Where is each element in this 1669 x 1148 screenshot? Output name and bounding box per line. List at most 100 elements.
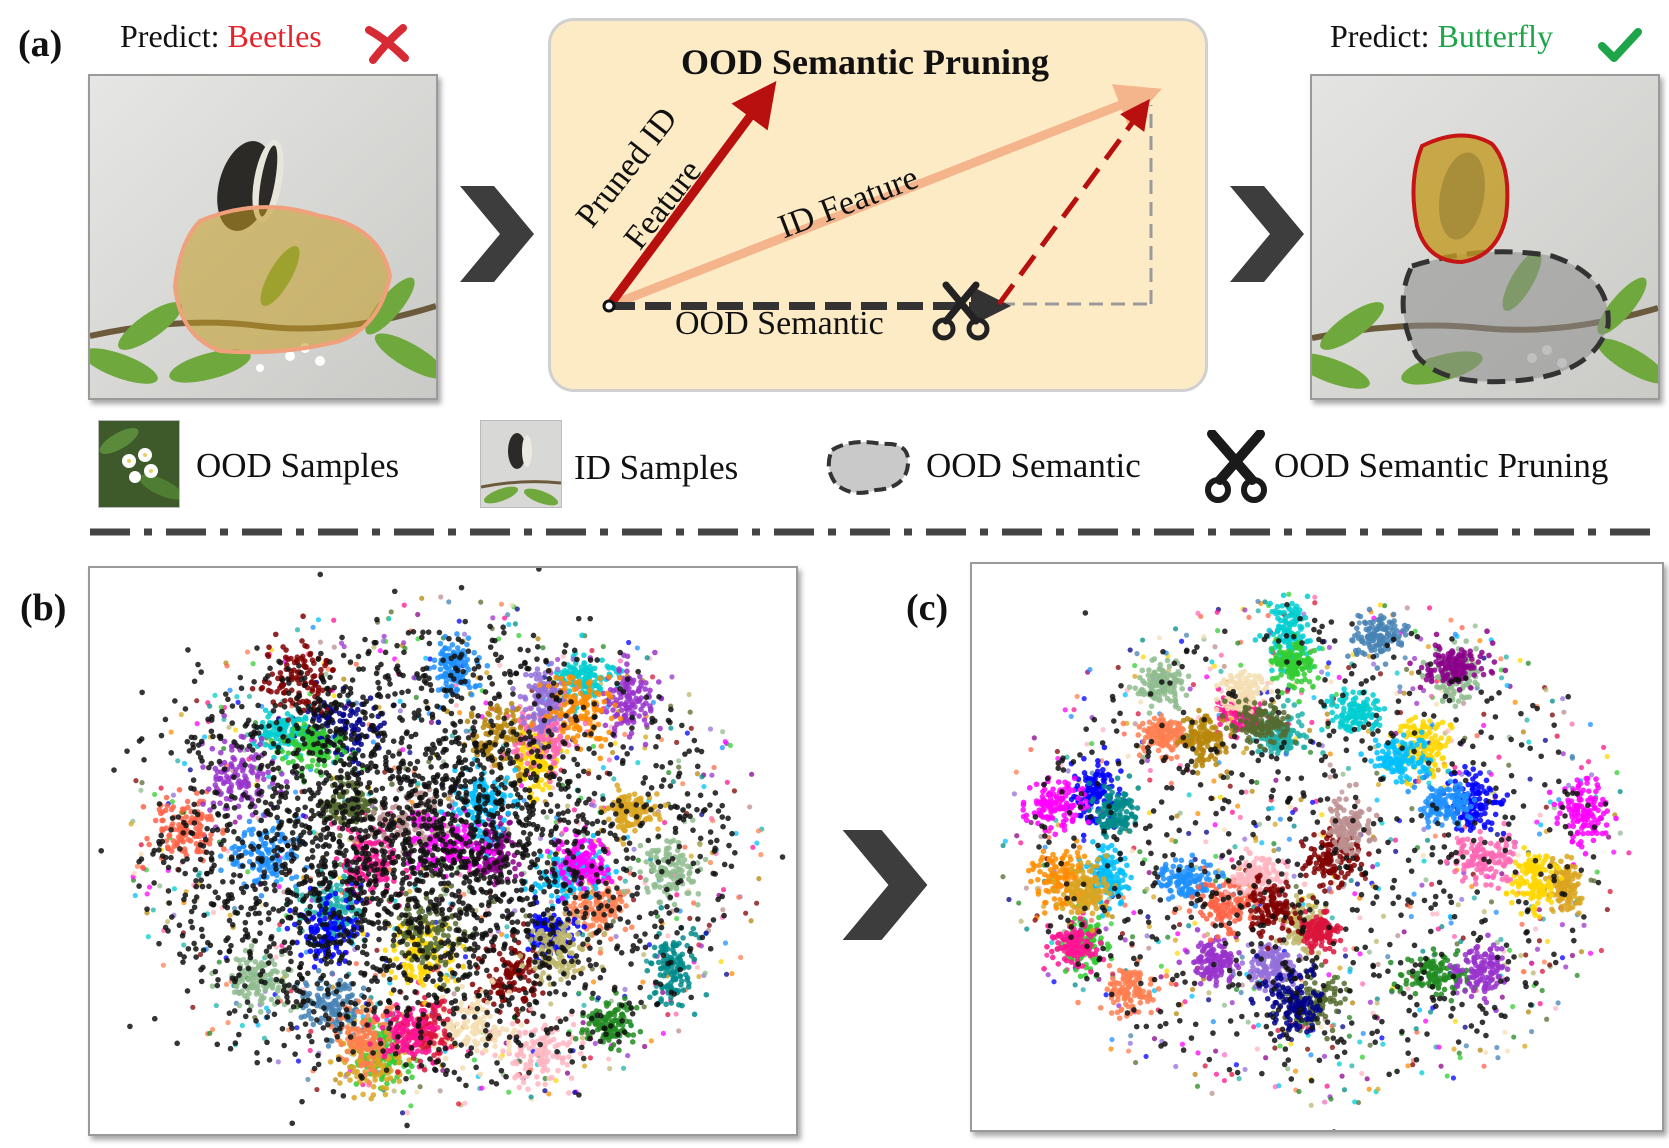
scatter-point xyxy=(563,826,569,833)
scatter-point xyxy=(276,884,282,890)
scatter-point xyxy=(609,900,616,907)
scatter-point xyxy=(586,900,593,907)
scatter-point xyxy=(341,981,348,988)
scatter-point xyxy=(371,644,377,650)
scatter-point xyxy=(564,1042,571,1048)
scatter-point xyxy=(599,917,605,924)
scatter-point xyxy=(393,956,400,962)
scatter-point xyxy=(575,931,581,937)
scatter-point xyxy=(170,792,177,798)
scatter-point xyxy=(396,1078,403,1085)
scatter-point xyxy=(552,961,559,968)
scatter-point xyxy=(548,1001,554,1007)
ood-sample-thumbnail xyxy=(98,420,180,508)
scatter-point xyxy=(624,704,630,710)
scatter-point xyxy=(622,926,629,933)
scatter-point xyxy=(531,783,537,790)
scatter-point xyxy=(548,660,555,667)
scatter-point xyxy=(248,943,255,949)
scatter-point xyxy=(517,693,524,700)
scatter-point xyxy=(455,1028,461,1035)
scatter-point xyxy=(754,840,760,846)
scatter-point xyxy=(251,878,258,884)
scatter-point xyxy=(662,819,668,826)
scatter-point xyxy=(262,707,269,714)
scatter-point xyxy=(658,996,664,1002)
scatter-point xyxy=(483,1047,489,1054)
scatter-point xyxy=(629,1039,636,1045)
scatter-point xyxy=(593,1021,600,1027)
scatter-point xyxy=(170,804,177,810)
scatter-point xyxy=(597,735,604,742)
scatter-point xyxy=(561,680,567,687)
scatter-point xyxy=(294,627,301,633)
scatter-point xyxy=(496,982,503,989)
scatter-point xyxy=(673,1011,679,1017)
scatter-point xyxy=(144,835,150,842)
scatter-point xyxy=(642,741,649,748)
scatter-point xyxy=(564,749,570,755)
scatter-point xyxy=(158,785,164,791)
scatter-point xyxy=(673,942,680,949)
scatter-point xyxy=(602,736,609,743)
cross-icon xyxy=(365,24,409,64)
scatter-point xyxy=(504,734,511,741)
scatter-point xyxy=(499,956,506,963)
scatter-point xyxy=(517,953,524,959)
scatter-point xyxy=(258,1000,265,1007)
scatter-point xyxy=(405,1068,412,1075)
scatter-point xyxy=(492,1025,499,1032)
scatter-point xyxy=(236,957,243,964)
legend-label-ood-semantic-pruning: OOD Semantic Pruning xyxy=(1274,446,1609,485)
scatter-point xyxy=(566,679,573,686)
scatter-point xyxy=(720,729,726,735)
scatter-point xyxy=(634,645,640,651)
scatter-point xyxy=(504,933,510,939)
scatter-point xyxy=(633,1004,640,1011)
scatter-point xyxy=(587,673,593,679)
scatter-point xyxy=(304,982,310,989)
scatter-point xyxy=(460,964,467,970)
scatter-point xyxy=(571,807,578,813)
scatter-point xyxy=(676,1028,682,1034)
scatter-point xyxy=(359,1042,365,1049)
scatter-point xyxy=(423,655,429,661)
scatter-point xyxy=(602,722,609,729)
scatter-point xyxy=(231,843,238,850)
scatter-point xyxy=(409,1074,415,1081)
scatter-point xyxy=(608,936,614,942)
scatter-point xyxy=(492,1043,498,1050)
right-prediction-prefix: Predict: xyxy=(1330,18,1430,54)
scatter-point xyxy=(459,1065,466,1071)
scatter-point xyxy=(699,774,705,780)
scatter-point xyxy=(619,707,625,713)
scatter-point xyxy=(528,722,535,729)
scatter-point xyxy=(181,942,187,948)
scatter-point xyxy=(574,733,581,739)
scatter-point xyxy=(166,833,172,839)
scatter-point xyxy=(626,1018,633,1025)
scatter-point xyxy=(678,872,685,879)
scatter-point xyxy=(542,781,549,788)
scatter-point xyxy=(483,730,489,737)
scatter-point xyxy=(601,930,608,937)
scatter-point xyxy=(345,1071,351,1077)
scatter-point xyxy=(422,836,428,843)
scatter-point xyxy=(489,977,495,984)
scatter-point xyxy=(304,992,311,999)
scatter-point xyxy=(552,745,559,752)
scatter-point xyxy=(643,734,649,740)
scatter-point xyxy=(351,1013,358,1020)
scatter-point xyxy=(581,694,588,700)
scatter-point xyxy=(310,1021,317,1028)
scatter-point xyxy=(223,981,230,988)
scatter-point xyxy=(618,898,625,905)
scatter-point xyxy=(386,1055,392,1061)
scatter-point xyxy=(189,814,195,821)
scatter-point xyxy=(622,731,628,737)
scatter-point xyxy=(462,954,469,960)
scatter-point xyxy=(522,755,529,762)
scatter-point xyxy=(587,679,593,685)
scatter-point xyxy=(630,897,637,903)
scatter-point xyxy=(347,712,353,719)
